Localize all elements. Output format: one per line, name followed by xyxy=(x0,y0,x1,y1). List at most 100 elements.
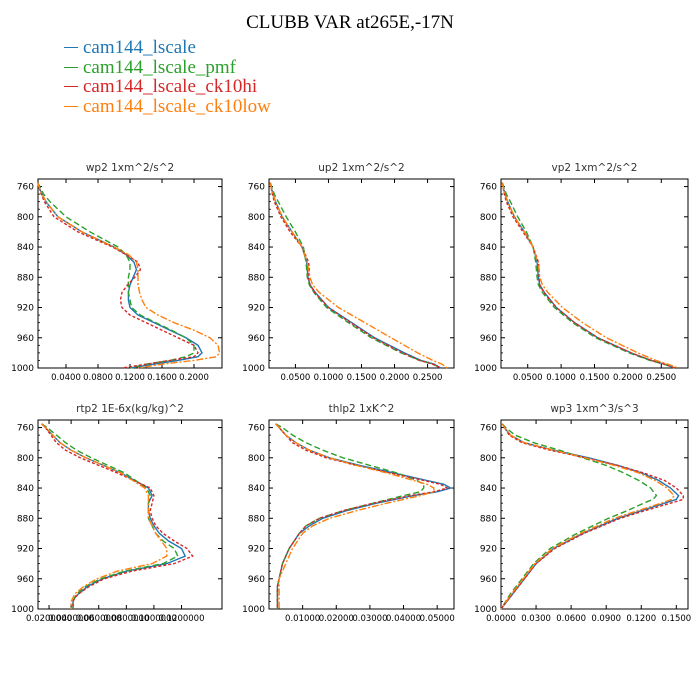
y-tick-label: 960 xyxy=(480,334,497,344)
y-tick-label: 960 xyxy=(17,575,34,585)
series-line-cam144-lscale-ck10low xyxy=(269,182,448,369)
y-tick-label: 760 xyxy=(17,183,34,193)
y-tick-label: 920 xyxy=(480,304,497,314)
legend-swatch xyxy=(64,66,78,68)
series-line-cam144-lscale-ck10low xyxy=(37,182,221,369)
x-tick-label: 0.01000 xyxy=(285,614,320,624)
series-line-cam144-lscale xyxy=(501,182,675,369)
x-tick-label: 0.1500 xyxy=(661,614,691,624)
y-tick-label: 800 xyxy=(17,454,34,464)
x-tick-label: 0.05000 xyxy=(420,614,455,624)
y-tick-label: 1000 xyxy=(474,364,497,374)
x-tick-label: 0.1000000 xyxy=(131,614,177,624)
y-tick-label: 760 xyxy=(17,424,34,434)
y-tick-label: 800 xyxy=(480,213,497,223)
x-tick-label: 0.0800 xyxy=(83,373,113,383)
x-tick-label: 0.0500 xyxy=(281,373,311,383)
y-tick-label: 1000 xyxy=(242,364,265,374)
panel-title: thlp2 1xK^2 xyxy=(329,403,395,415)
x-tick-label: 0.1600 xyxy=(147,373,177,383)
y-tick-label: 880 xyxy=(480,514,497,524)
y-tick-label: 760 xyxy=(480,183,497,193)
series-line-cam144-lscale xyxy=(41,423,187,609)
x-tick-label: 0.0600000 xyxy=(76,614,122,624)
series-line-cam144-lscale-ck10hi xyxy=(269,182,442,369)
series-line-cam144-lscale-ck10hi xyxy=(500,423,684,610)
x-tick-label: 0.1000 xyxy=(314,373,344,383)
x-tick-label: 0.0600 xyxy=(556,614,586,624)
legend-label: cam144_lscale_pmf xyxy=(83,56,237,78)
legend-swatch xyxy=(64,86,78,88)
series-line-cam144-lscale-pmf xyxy=(275,423,425,609)
legend-item-cam144-lscale-ck10low: cam144_lscale_ck10low xyxy=(64,95,271,117)
y-tick-label: 960 xyxy=(17,334,34,344)
x-tick-label: 0.1200 xyxy=(115,373,145,383)
y-tick-label: 1000 xyxy=(11,605,34,615)
legend: cam144_lscale cam144_lscale_pmf cam144_l… xyxy=(64,38,271,116)
series-line-cam144-lscale-ck10hi xyxy=(275,423,450,609)
y-tick-label: 960 xyxy=(480,575,497,585)
y-tick-label: 840 xyxy=(248,243,265,253)
x-tick-label: 0.0400000 xyxy=(48,614,94,624)
y-tick-label: 1000 xyxy=(474,605,497,615)
series-line-cam144-lscale-pmf xyxy=(500,423,658,610)
y-tick-label: 880 xyxy=(17,273,34,283)
series-line-cam144-lscale-pmf xyxy=(37,182,195,369)
series-line-cam144-lscale-ck10low xyxy=(275,423,435,609)
panel-title: wp2 1xm^2/s^2 xyxy=(86,162,174,174)
panel-title: vp2 1xm^2/s^2 xyxy=(552,162,638,174)
series-line-cam144-lscale-ck10low xyxy=(41,423,168,609)
y-tick-label: 880 xyxy=(480,273,497,283)
legend-label: cam144_lscale xyxy=(83,37,196,58)
series-line-cam144-lscale-ck10low xyxy=(500,423,675,610)
x-tick-label: 0.02000 xyxy=(319,614,354,624)
plot-frame xyxy=(37,419,223,610)
x-tick-label: 0.2000 xyxy=(179,373,209,383)
panel-title: rtp2 1E-6x(kg/kg)^2 xyxy=(76,403,184,415)
y-tick-label: 760 xyxy=(248,424,265,434)
legend-swatch xyxy=(64,105,78,107)
y-tick-label: 800 xyxy=(17,213,34,223)
x-tick-label: 0.0500 xyxy=(513,373,543,383)
series-line-cam144-lscale-pmf xyxy=(41,423,179,609)
x-tick-label: 0.0000 xyxy=(486,614,516,624)
series-line-cam144-lscale-ck10hi xyxy=(41,423,194,609)
series-line-cam144-lscale-pmf xyxy=(501,182,675,369)
x-tick-label: 0.0300 xyxy=(521,614,551,624)
y-tick-label: 840 xyxy=(17,484,34,494)
y-tick-label: 920 xyxy=(248,304,265,314)
y-tick-label: 840 xyxy=(480,243,497,253)
x-tick-label: 0.1200 xyxy=(626,614,656,624)
legend-item-cam144-lscale: cam144_lscale xyxy=(64,38,271,58)
x-tick-label: 0.1000 xyxy=(546,373,576,383)
y-tick-label: 800 xyxy=(480,454,497,464)
panel-title: wp3 1xm^3/s^3 xyxy=(550,403,638,415)
y-tick-label: 800 xyxy=(248,213,265,223)
x-tick-label: 0.03000 xyxy=(352,614,387,624)
legend-label: cam144_lscale_ck10low xyxy=(83,95,271,117)
y-tick-label: 920 xyxy=(17,304,34,314)
y-tick-label: 960 xyxy=(248,575,265,585)
y-tick-label: 840 xyxy=(17,243,34,253)
x-tick-label: 0.2500 xyxy=(646,373,676,383)
y-tick-label: 880 xyxy=(248,273,265,283)
y-tick-label: 1000 xyxy=(242,605,265,615)
legend-swatch xyxy=(64,47,78,49)
y-tick-label: 920 xyxy=(248,545,265,555)
series-line-cam144-lscale xyxy=(269,182,442,369)
y-tick-label: 880 xyxy=(17,514,34,524)
series-line-cam144-lscale-ck10hi xyxy=(501,182,675,369)
plot-frame xyxy=(268,178,455,369)
legend-label: cam144_lscale_ck10hi xyxy=(83,76,258,97)
y-tick-label: 760 xyxy=(480,424,497,434)
x-tick-label: 0.1500 xyxy=(580,373,610,383)
y-tick-label: 840 xyxy=(480,484,497,494)
plot-frame xyxy=(500,178,689,369)
panel-title: up2 1xm^2/s^2 xyxy=(318,162,404,174)
plot-frame xyxy=(37,178,223,369)
series-line-cam144-lscale xyxy=(37,182,203,369)
x-tick-label: 0.2000 xyxy=(380,373,410,383)
page-title: CLUBB VAR at265E,-17N xyxy=(246,12,454,33)
x-tick-label: 0.2000 xyxy=(613,373,643,383)
